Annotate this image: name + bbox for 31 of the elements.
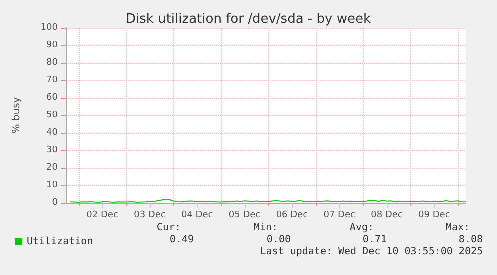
- chart-title: Disk utilization for /dev/sda - by week: [126, 12, 372, 27]
- y-axis-title: % busy: [12, 97, 22, 134]
- legend-label: Utilization: [27, 236, 94, 248]
- x-tick-label: 03 Dec: [134, 210, 166, 220]
- x-tick-label: 04 Dec: [181, 210, 214, 220]
- y-tick-label: 90: [46, 40, 58, 50]
- text: Avg:: [350, 222, 374, 234]
- text: 8.08: [458, 234, 484, 246]
- text: Min:: [254, 222, 278, 234]
- x-tick-label: 07 Dec: [324, 210, 356, 220]
- y-tick-label: 70: [46, 76, 58, 86]
- x-tick-label: 09 Dec: [418, 210, 450, 220]
- x-tick-label: 02 Dec: [86, 210, 118, 220]
- y-tick-label: 100: [40, 23, 58, 33]
- x-tick-label: 05 Dec: [228, 210, 261, 220]
- y-tick-label: 50: [46, 110, 58, 120]
- text: Cur:: [156, 222, 182, 234]
- text: 0.00: [266, 234, 292, 246]
- y-tick-label: 20: [46, 163, 58, 173]
- y-tick-label: 80: [46, 58, 58, 68]
- x-tick-label: 06 Dec: [276, 210, 308, 220]
- y-tick-label: 60: [46, 93, 58, 103]
- y-tick-label: 40: [46, 128, 58, 138]
- text: Max:: [446, 222, 470, 234]
- x-tick-label: 08 Dec: [371, 210, 403, 220]
- y-tick-label: 10: [46, 180, 58, 190]
- y-tick-label: 30: [46, 146, 58, 156]
- text: 0.71: [362, 234, 388, 246]
- text: Last update: Wed Dec 10 03:55:00 2025: [260, 246, 484, 258]
- y-tick-label: 0: [52, 198, 58, 208]
- text: 0.49: [170, 234, 194, 246]
